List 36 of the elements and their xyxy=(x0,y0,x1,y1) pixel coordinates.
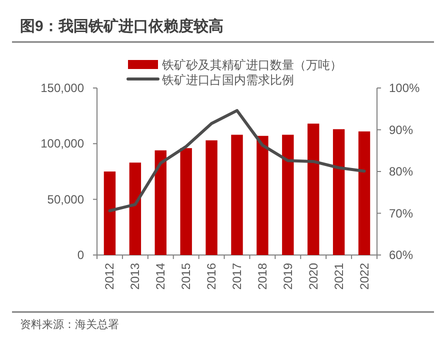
x-tick-label: 2014 xyxy=(154,262,168,290)
y2-tick-label: 90% xyxy=(389,122,414,137)
bar xyxy=(129,162,142,255)
bar xyxy=(256,136,268,255)
bar xyxy=(104,172,116,255)
y2-tick-label: 80% xyxy=(389,164,414,178)
chart-title: 图9：我国铁矿进口依赖度较高 xyxy=(20,17,224,35)
y-tick-label: 150,000 xyxy=(40,81,84,95)
bar xyxy=(231,134,243,255)
y-tick-label: 50,000 xyxy=(47,192,84,206)
bar xyxy=(154,150,166,255)
x-tick-label: 2013 xyxy=(128,262,142,290)
bar xyxy=(180,148,192,255)
bar xyxy=(206,140,218,255)
x-tick-label: 2018 xyxy=(255,262,270,290)
y2-tick-label: 60% xyxy=(389,248,414,262)
text: 资料来源：海关总署 xyxy=(20,318,119,331)
y-tick-label: 0 xyxy=(77,248,84,262)
x-tick-label: 2016 xyxy=(204,262,219,290)
x-tick-label: 2012 xyxy=(102,262,117,290)
bar xyxy=(332,129,345,255)
x-tick-label: 2020 xyxy=(306,262,320,290)
legend-label: 铁矿砂及其精矿进口数量（万吨） xyxy=(161,58,342,72)
bar xyxy=(282,134,294,255)
y-tick-label: 100,000 xyxy=(40,136,84,151)
legend-label: 铁矿进口占国内需求比例 xyxy=(161,73,294,87)
x-tick-label: 2017 xyxy=(230,262,244,290)
bar xyxy=(308,124,320,255)
y2-tick-label: 100% xyxy=(389,81,420,95)
y2-tick-label: 70% xyxy=(389,206,414,220)
x-tick-label: 2015 xyxy=(179,262,194,290)
x-tick-label: 2019 xyxy=(280,262,295,290)
line-series xyxy=(108,109,366,212)
bar xyxy=(358,131,370,255)
x-tick-label: 2022 xyxy=(357,262,372,290)
x-tick-label: 2021 xyxy=(332,262,346,290)
